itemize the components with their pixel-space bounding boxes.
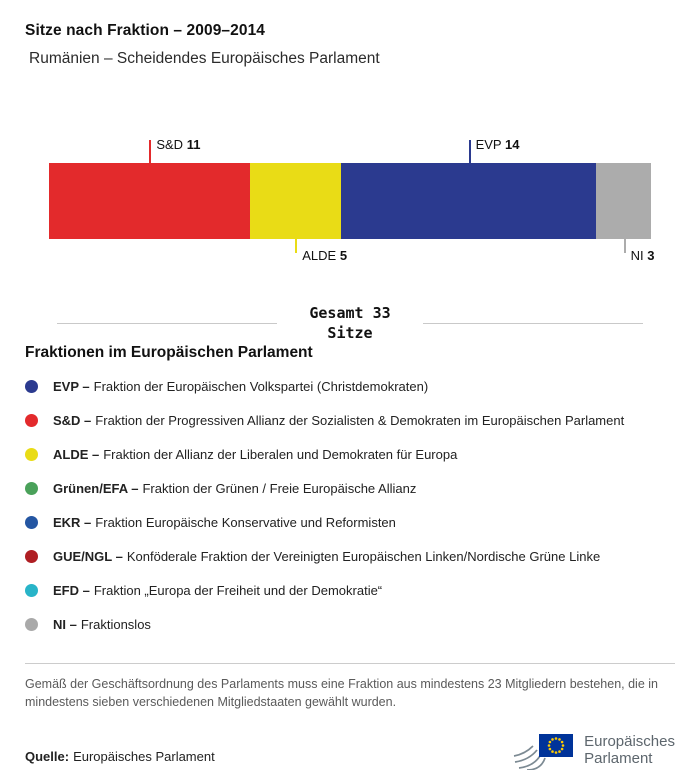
legend-abbr: ALDE –: [53, 447, 100, 462]
page-title: Sitze nach Fraktion – 2009–2014: [25, 22, 266, 39]
legend-dot-gue-ngl: [25, 550, 38, 563]
callout-value: 3: [647, 248, 655, 263]
ep-logo-icon: [513, 734, 574, 770]
bar-callout-sd: S&D 11: [149, 137, 200, 163]
legend-item-gruene-efa: Grünen/EFA – Fraktion der Grünen / Freie …: [25, 472, 675, 506]
legend-label: Fraktion „Europa der Freiheit und der De…: [93, 583, 383, 598]
stacked-bar: [49, 163, 651, 239]
ep-logo-line1: Europäisches: [584, 732, 675, 750]
legend-item-ni: NI – Fraktionslos: [25, 608, 675, 642]
seats-chart: S&D 11 ALDE 5 EVP 14 NI 3: [49, 137, 654, 263]
footer: Quelle: Europäisches Parlament: [25, 730, 675, 770]
bar-segment-evp: [340, 163, 597, 239]
callout-tick: [295, 239, 298, 253]
legend-abbr: S&D –: [53, 413, 92, 428]
bar-callout-evp: EVP 14: [468, 137, 520, 163]
divider-line-left: [57, 322, 278, 324]
callout-abbr: S&D: [156, 137, 184, 152]
callout-value: 5: [339, 248, 348, 263]
legend-abbr: NI –: [53, 617, 77, 632]
ep-logo-line2: Parlament: [584, 750, 653, 767]
callout-label: ALDE 5: [302, 248, 347, 263]
page-subtitle: Rumänien – Scheidendes Europäisches Parl…: [29, 50, 380, 67]
callout-label: EVP 14: [476, 137, 520, 152]
callout-tick: [623, 239, 626, 253]
callout-value: 11: [186, 137, 201, 152]
legend-item-sd: S&D – Fraktion der Progressiven Allianz d…: [25, 404, 675, 438]
legend-abbr: Grünen/EFA –: [53, 481, 139, 496]
bar-callout-ni: NI 3: [623, 239, 655, 263]
legend-item-evp: EVP – Fraktion der Europäischen Volkspart…: [25, 370, 675, 404]
bar-callout-alde: ALDE 5: [295, 239, 347, 263]
ep-logo: Europäisches Parlament: [513, 730, 675, 770]
legend-dot-gruene-efa: [25, 482, 38, 495]
total-seats-line2: Sitze: [327, 324, 373, 343]
source-line: Quelle: Europäisches Parlament: [25, 749, 215, 770]
legend-label: Konföderale Fraktion der Vereinigten Eur…: [126, 549, 601, 564]
legend-label: Fraktion der Grünen / Freie Europäische …: [142, 481, 417, 496]
legend-label: Fraktion der Europäischen Volkspartei (C…: [93, 379, 429, 394]
legend-dot-efd: [25, 584, 38, 597]
stacked-bar-wrap: S&D 11 ALDE 5 EVP 14 NI 3: [49, 137, 654, 263]
footnote-divider: [25, 662, 675, 664]
total-seats-divider: Gesamt 33 Sitze: [57, 303, 643, 344]
callout-abbr: EVP: [475, 137, 502, 152]
total-seats-label: Gesamt 33 Sitze: [309, 303, 390, 344]
legend-abbr: EFD –: [53, 583, 90, 598]
divider-line-right: [422, 322, 643, 324]
legend-label: Fraktionslos: [80, 617, 151, 632]
legend-abbr: EKR –: [53, 515, 92, 530]
callout-tick: [468, 140, 471, 163]
total-seats-line1: Gesamt 33: [309, 304, 391, 322]
legend-abbr: GUE/NGL –: [53, 549, 123, 564]
legend-dot-alde: [25, 448, 38, 461]
header: Sitze nach Fraktion – 2009–2014 Rumänien…: [0, 0, 700, 68]
bar-segment-alde: [249, 163, 341, 239]
legend-item-ekr: EKR – Fraktion Europäische Konservative u…: [25, 506, 675, 540]
callout-label: NI 3: [631, 248, 655, 263]
legend-dot-ekr: [25, 516, 38, 529]
footnote: Gemäß der Geschäftsordnung des Parlament…: [25, 676, 658, 710]
ep-logo-text: Europäisches Parlament: [584, 733, 675, 768]
legend: Fraktionen im Europäischen Parlament EVP…: [25, 344, 675, 642]
legend-dot-ni: [25, 618, 38, 631]
legend-item-alde: ALDE – Fraktion der Allianz der Liberalen…: [25, 438, 675, 472]
callout-value: 14: [504, 137, 520, 152]
legend-label: Fraktion Europäische Konservative und Re…: [95, 515, 396, 530]
legend-heading: Fraktionen im Europäischen Parlament: [25, 343, 313, 361]
legend-dot-sd: [25, 414, 38, 427]
legend-label: Fraktion der Progressiven Allianz der So…: [95, 413, 625, 428]
legend-abbr: EVP –: [53, 379, 90, 394]
callout-label: S&D 11: [156, 137, 200, 152]
bar-segment-ni: [596, 163, 651, 239]
legend-dot-evp: [25, 380, 38, 393]
callout-abbr: ALDE: [302, 248, 337, 263]
legend-item-efd: EFD – Fraktion „Europa der Freiheit und d…: [25, 574, 675, 608]
callout-abbr: NI: [630, 248, 644, 263]
source-text: Europäisches Parlament: [73, 749, 215, 764]
callout-tick: [149, 140, 152, 163]
legend-label: Fraktion der Allianz der Liberalen und D…: [103, 447, 458, 462]
bar-segment-sd: [49, 163, 250, 239]
legend-item-gue-ngl: GUE/NGL – Konföderale Fraktion der Verein…: [25, 540, 675, 574]
source-label: Quelle:: [25, 749, 70, 764]
